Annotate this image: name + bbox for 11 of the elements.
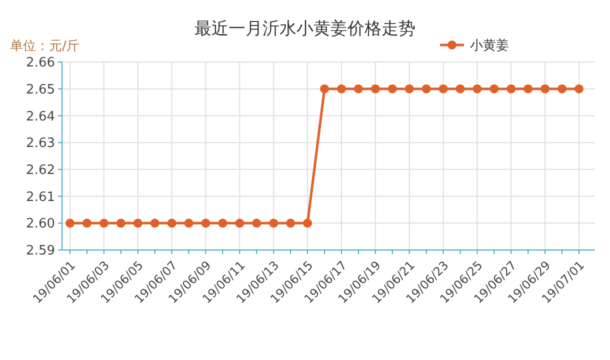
y-tick-label: 2.63	[26, 136, 55, 152]
y-tick-label: 2.61	[26, 190, 55, 205]
y-tick-label: 2.59	[26, 244, 55, 259]
y-tick-label: 2.62	[26, 162, 55, 178]
y-tick-label: 2.60	[26, 216, 55, 232]
y-tick-label: 2.65	[26, 82, 55, 98]
y-tick-label: 2.66	[26, 56, 55, 71]
y-axis-title: 单位：元/斤	[10, 39, 80, 54]
legend-label: 小黄姜	[470, 38, 509, 54]
y-tick-label: 2.64	[26, 109, 55, 124]
chart-title: 最近一月沂水小黄姜价格走势	[194, 19, 416, 39]
